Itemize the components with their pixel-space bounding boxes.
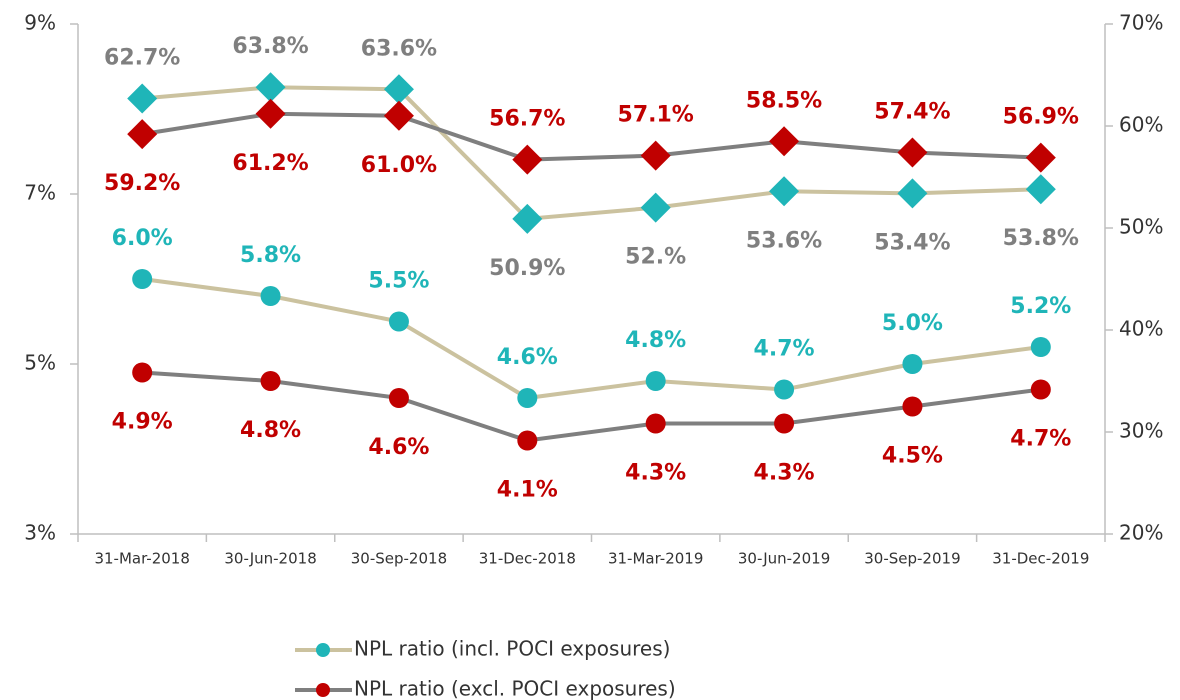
diamond-marker [512,203,543,234]
series-line [141,277,1042,401]
data-label: 56.7% [489,107,565,132]
circle-marker [132,362,153,383]
diamond-marker [897,137,928,168]
x-tick-label: 31-Dec-2019 [992,550,1089,568]
circle-marker [774,413,795,434]
circle-marker [132,269,153,289]
y2-tick-label: 60% [1119,113,1163,137]
data-label: 5.5% [368,269,429,294]
y2-tick-label: 40% [1119,317,1163,341]
data-label: 53.4% [874,230,950,255]
circle-marker [388,388,409,408]
diamond-marker [255,98,286,129]
legend-label: NPL ratio (excl. POCI exposures) [354,677,676,700]
circle-marker [1030,337,1051,357]
diamond-marker [640,140,671,171]
circle-marker [902,396,923,417]
data-label: 4.3% [625,461,686,486]
x-tick-label: 31-Dec-2018 [479,550,576,568]
data-label: 4.1% [497,478,558,503]
x-tick-label: 31-Mar-2019 [608,550,703,568]
diamond-marker [1025,142,1056,173]
diamond-marker [127,83,158,114]
data-label: 61.0% [361,153,437,178]
circle-marker [517,388,538,408]
data-label: 56.9% [1003,105,1079,130]
data-label: 53.8% [1003,226,1079,251]
diamond-marker [255,72,286,103]
circle-marker [517,430,538,451]
diamond-marker [769,176,800,207]
series-line [142,85,1041,221]
circle-marker [645,413,666,434]
x-tick-label: 30-Jun-2019 [738,550,830,568]
diamond-marker [1025,174,1056,205]
circle-marker [260,286,281,306]
x-tick-label: 30-Sep-2018 [351,550,447,568]
diamond-marker [512,144,543,175]
data-label: 57.1% [618,103,694,128]
data-label: 4.5% [882,444,943,469]
data-label: 5.8% [240,243,301,268]
data-label: 53.6% [746,228,822,253]
diamond-marker [127,119,158,150]
x-tick-label: 30-Jun-2018 [224,550,316,568]
data-label: 5.2% [1010,294,1071,319]
diamond-marker [897,178,928,209]
y-tick-label: 3% [24,521,56,545]
y-tick-label: 9% [24,11,56,35]
diamond-marker [769,126,800,157]
circle-marker [645,371,666,391]
data-label: 57.4% [874,100,950,125]
data-label: 63.8% [232,34,308,59]
data-label: 4.6% [368,435,429,460]
y2-tick-label: 70% [1119,11,1163,35]
diamond-marker [383,74,414,105]
y-tick-label: 7% [24,181,56,205]
data-label: 52.% [625,245,686,270]
data-label: 4.6% [497,345,558,370]
y2-tick-label: 20% [1119,521,1163,545]
circle-marker [1030,379,1051,400]
x-tick-label: 30-Sep-2019 [864,550,960,568]
legend-label: NPL ratio (incl. POCI exposures) [354,637,670,661]
data-label: 58.5% [746,88,822,113]
data-label: 59.2% [104,171,180,196]
data-label: 50.9% [489,256,565,281]
circle-marker [774,379,795,400]
data-label: 6.0% [112,226,173,251]
legend-marker [316,683,330,697]
y2-tick-label: 30% [1119,419,1163,443]
series-line [141,111,1041,162]
data-label: 4.8% [240,418,301,443]
x-tick-label: 31-Mar-2018 [94,550,189,568]
data-label: 4.7% [754,337,815,362]
y-tick-label: 5% [24,351,56,375]
circle-marker [260,371,281,391]
circle-marker [388,311,409,332]
data-label: 61.2% [232,151,308,176]
data-label: 5.0% [882,311,943,336]
data-label: 4.7% [1010,427,1071,452]
diamond-marker [383,100,414,131]
diamond-marker [640,192,671,223]
series-line [142,370,1042,443]
data-label: 4.3% [754,461,815,486]
data-label: 4.9% [112,410,173,435]
y2-tick-label: 50% [1119,215,1163,239]
data-label: 63.6% [361,36,437,61]
legend-marker [316,643,330,657]
data-label: 62.7% [104,45,180,70]
data-label: 4.8% [625,328,686,353]
circle-marker [902,354,923,374]
